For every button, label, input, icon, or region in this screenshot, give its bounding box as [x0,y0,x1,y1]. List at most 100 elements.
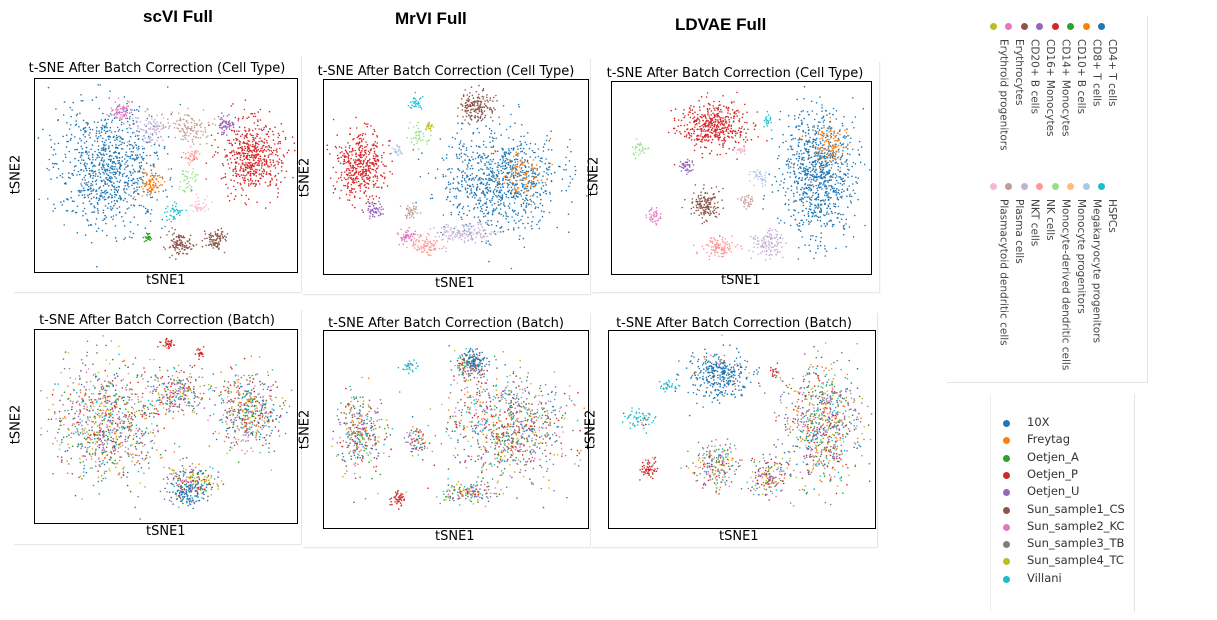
point [519,140,521,143]
point [808,148,810,151]
point [158,130,160,133]
point [153,163,155,166]
point [113,114,116,116]
point [518,175,521,178]
point [179,250,181,253]
point [546,168,548,171]
x-axis-label: tSNE1 [435,276,475,291]
point [465,154,467,156]
point [471,167,474,170]
point [180,130,182,133]
point [125,107,127,109]
point [467,205,469,207]
point [479,178,481,181]
point [418,98,421,100]
point [488,163,491,166]
point [492,100,494,102]
point [182,235,185,237]
point [152,175,155,177]
point [502,182,504,185]
point [466,168,468,170]
point [409,210,412,212]
point [563,168,565,171]
point [184,136,186,139]
point [812,173,814,176]
point [540,210,543,212]
point [62,114,65,116]
point [244,179,247,182]
point [132,157,135,160]
point [232,168,234,171]
point [202,109,205,111]
point [101,230,104,232]
point [807,172,809,175]
point [367,200,369,203]
point [195,200,198,203]
point [814,207,816,209]
point [244,166,247,168]
point [262,149,265,152]
point [143,147,145,150]
point [431,243,434,245]
point [505,157,507,160]
point [486,161,488,163]
point [226,126,228,129]
point [478,97,481,100]
point [217,132,219,135]
point [148,179,150,182]
point [377,209,379,211]
point [480,205,482,208]
point [416,102,418,105]
point [544,181,547,184]
scatter-chart [326,84,588,270]
point [474,193,477,196]
point [108,97,110,99]
point [478,107,480,110]
point [790,148,793,150]
point [105,124,107,126]
point [155,186,158,189]
point [534,207,537,210]
point [238,153,241,155]
point [485,201,487,203]
point [197,150,199,152]
point [268,146,271,148]
point [466,99,469,102]
point [148,183,151,185]
point [124,113,127,116]
point [812,186,815,188]
point [483,235,486,238]
point [504,155,507,157]
point [556,226,558,229]
point [75,114,78,117]
point [476,231,478,234]
point [119,140,121,143]
point [183,249,185,251]
point [80,94,82,96]
point [176,240,179,243]
point [492,180,494,183]
point [105,177,107,179]
point [515,158,517,160]
point [366,160,369,162]
point [520,179,523,181]
point [525,202,528,204]
point [472,158,474,161]
point [485,125,487,127]
point [526,187,528,190]
point [469,159,471,162]
point [533,177,535,179]
point [293,142,296,144]
point [515,190,517,192]
point [238,126,241,128]
point [248,166,251,169]
point [125,188,128,190]
point [517,148,519,150]
point [535,191,537,194]
point [848,226,851,228]
point [177,112,180,115]
point [167,136,170,138]
point [91,156,94,158]
point [153,121,155,123]
point [113,199,116,202]
